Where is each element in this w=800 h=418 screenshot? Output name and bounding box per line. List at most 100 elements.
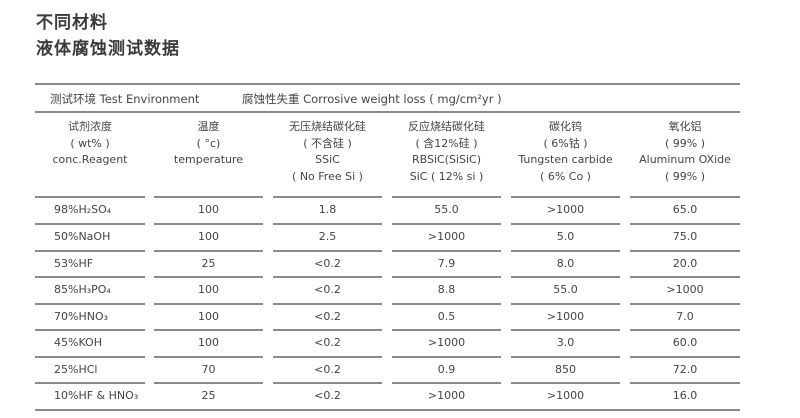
cell-reagent: 50%NaOH [54, 230, 111, 243]
cell-ssic: <0.2 [314, 336, 341, 349]
row-divider [392, 382, 501, 384]
cell-temperature: 100 [198, 336, 219, 349]
row-divider [630, 329, 740, 331]
cell-temperature: 25 [201, 257, 216, 270]
row-divider [392, 250, 501, 252]
cell-ssic: <0.2 [314, 257, 341, 270]
loss-label: 腐蚀性失重 Corrosive weight loss ( mg/cm²yr ) [242, 92, 502, 106]
row-divider [630, 223, 740, 225]
row-divider [35, 223, 145, 225]
cell-tungsten-carbide: 55.0 [553, 283, 578, 296]
row-divider [630, 303, 740, 305]
header-line: 反应烧结碳化硅 [408, 120, 485, 133]
header-line: conc.Reagent [52, 153, 128, 166]
row-divider [392, 223, 501, 225]
cell-aluminum-oxide: 60.0 [672, 336, 698, 349]
cell-ssic: 1.8 [318, 203, 337, 216]
column-header-aluminum-oxide: 氧化铝 ( 99% ) Aluminum OXide ( 99% ) [630, 119, 740, 185]
cell-tungsten-carbide: 8.0 [556, 257, 575, 270]
cell-reagent: 98%H₂SO₄ [54, 203, 112, 216]
row-divider [154, 356, 263, 358]
cell-rbsic: 0.9 [437, 363, 456, 376]
row-divider [273, 223, 382, 225]
header-line: 碳化钨 [549, 120, 582, 133]
row-divider [35, 382, 145, 384]
cell-temperature: 25 [201, 389, 216, 402]
cell-reagent: 45%KOH [54, 336, 102, 349]
title-line-2: 液体腐蚀测试数据 [36, 39, 180, 59]
row-divider [154, 329, 263, 331]
cell-rbsic: 0.5 [437, 310, 456, 323]
row-divider [392, 303, 501, 305]
row-divider [154, 276, 263, 278]
cell-ssic: <0.2 [314, 363, 341, 376]
header-line: SSiC [315, 153, 340, 166]
header-line: ( 99% ) [664, 169, 706, 183]
row-divider [630, 356, 740, 358]
row-divider [154, 303, 263, 305]
row-divider [273, 356, 382, 358]
cell-rbsic: >1000 [427, 336, 466, 349]
header-line: Tungsten carbide [518, 153, 613, 166]
row-divider [273, 276, 382, 278]
cell-aluminum-oxide: 20.0 [672, 257, 698, 270]
header-line: 氧化铝 [668, 120, 702, 133]
row-divider [35, 276, 145, 278]
header-line: 温度 [197, 120, 220, 133]
header-line [35, 169, 145, 186]
row-divider [154, 250, 263, 252]
cell-temperature: 100 [198, 203, 219, 216]
cell-aluminum-oxide: 72.0 [672, 363, 698, 376]
cell-aluminum-oxide: 7.0 [676, 310, 694, 323]
column-header-reagent: 试剂浓度 ( wt% ) conc.Reagent [35, 119, 145, 185]
row-divider [511, 303, 620, 305]
title-line-1: 不同材料 [36, 13, 108, 33]
cell-reagent: 70%HNO₃ [54, 310, 109, 323]
cell-rbsic: 55.0 [434, 203, 459, 216]
row-divider [35, 329, 145, 331]
row-divider [273, 250, 382, 252]
cell-aluminum-oxide: 16.0 [672, 389, 698, 402]
row-divider [511, 276, 620, 278]
header-line: ( 6%钴 ) [543, 136, 588, 150]
column-header-rbsic: 反应烧结碳化硅 ( 含12%硅 ) RBSiC(SiSiC) SiC ( 12% si… [392, 119, 501, 185]
row-divider [35, 356, 145, 358]
cell-rbsic: >1000 [427, 389, 466, 402]
header-line: ( wt% ) [70, 136, 110, 150]
cell-tungsten-carbide: 3.0 [556, 336, 575, 349]
header-line: ( 6% Co ) [540, 169, 591, 183]
cell-aluminum-oxide: 75.0 [672, 230, 698, 243]
row-divider [154, 196, 263, 198]
row-divider [630, 382, 740, 384]
row-divider [511, 223, 620, 225]
cell-rbsic: 8.8 [437, 283, 456, 296]
column-header-ssic: 无压烧结碳化硅 ( 不含硅 ) SSiC ( No Free Si ) [273, 119, 382, 185]
row-divider [35, 303, 145, 305]
header-line: 试剂浓度 [68, 120, 112, 133]
row-divider [511, 250, 620, 252]
cell-tungsten-carbide: 5.0 [556, 230, 575, 243]
cell-rbsic: >1000 [427, 230, 466, 243]
row-divider [35, 250, 145, 252]
column-header-tungsten-carbide: 碳化钨 ( 6%钴 ) Tungsten carbide ( 6% Co ) [511, 119, 620, 185]
row-divider [273, 303, 382, 305]
header-line: ( 99% ) [664, 136, 706, 150]
row-divider [392, 276, 501, 278]
header-line: Aluminum OXide [639, 153, 731, 166]
cell-tungsten-carbide: >1000 [546, 310, 585, 323]
header-line: 无压烧结碳化硅 [289, 120, 366, 133]
cell-ssic: <0.2 [314, 389, 341, 402]
cell-tungsten-carbide: >1000 [546, 389, 585, 402]
cell-reagent: 85%H₃PO₄ [54, 283, 111, 296]
cell-tungsten-carbide: 850 [555, 363, 576, 376]
row-divider [392, 196, 501, 198]
cell-ssic: 2.5 [318, 230, 337, 243]
column-header-temperature: 温度 ( °c) temperature [154, 119, 263, 185]
row-divider [154, 223, 263, 225]
header-line [154, 169, 263, 186]
row-divider [630, 276, 740, 278]
row-divider [511, 196, 620, 198]
cell-reagent: 53%HF [54, 257, 94, 270]
row-divider [630, 196, 740, 198]
top-divider [35, 83, 740, 85]
